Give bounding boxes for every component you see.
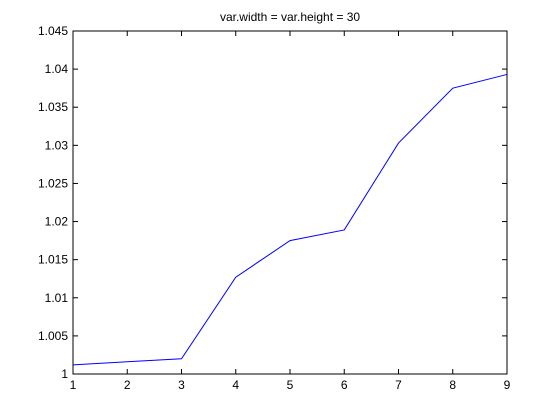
x-tick-label: 4	[232, 378, 239, 392]
y-tick-label: 1.04	[45, 62, 69, 76]
plot-background	[73, 31, 507, 374]
plot-frame	[72, 30, 508, 375]
x-tick-label: 8	[449, 378, 456, 392]
y-tick-label: 1.035	[38, 100, 68, 114]
chart-title: var.width = var.height = 30	[220, 10, 360, 24]
x-tick-label: 2	[124, 378, 131, 392]
x-tick-label: 5	[287, 378, 294, 392]
x-axis-ticks: 1 2 3 4 5 6 7 8 9	[70, 31, 511, 392]
y-tick-label: 1.01	[45, 291, 69, 305]
y-tick-label: 1.005	[38, 329, 68, 343]
y-tick-label: 1.02	[45, 215, 69, 229]
y-tick-label: 1.025	[38, 176, 68, 190]
y-tick-label: 1.015	[38, 253, 68, 267]
x-tick-label: 1	[70, 378, 77, 392]
y-tick-label: 1	[61, 367, 68, 381]
y-axis-ticks: 1 1.005 1.01 1.015 1.02 1.025 1.03 1.035 1.04 1.0…	[38, 24, 507, 381]
x-tick-label: 3	[178, 378, 185, 392]
y-tick-label: 1.045	[38, 24, 68, 38]
x-tick-label: 9	[504, 378, 511, 392]
series-layer	[72, 73, 508, 366]
x-tick-label: 6	[341, 378, 348, 392]
y-tick-label: 1.03	[45, 138, 69, 152]
x-tick-label: 7	[395, 378, 402, 392]
